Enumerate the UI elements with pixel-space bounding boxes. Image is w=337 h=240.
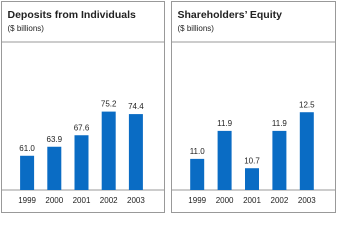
bar xyxy=(272,130,287,190)
x-tick-label: 2003 xyxy=(298,196,316,205)
x-tick-label: 2001 xyxy=(243,196,261,205)
bar xyxy=(299,112,314,190)
x-tick-label: 2000 xyxy=(216,196,234,205)
x-tick-label: 1999 xyxy=(18,196,36,205)
bar xyxy=(128,114,143,190)
bar xyxy=(217,130,232,190)
value-label: 63.9 xyxy=(47,135,63,144)
panel xyxy=(171,1,336,213)
bar xyxy=(101,111,116,190)
value-label: 75.2 xyxy=(101,100,117,109)
value-label: 61.0 xyxy=(19,144,35,153)
bar xyxy=(47,146,62,190)
value-label: 11.9 xyxy=(272,119,288,128)
bar xyxy=(245,168,259,190)
chart-title: Deposits from Individuals xyxy=(8,9,137,21)
panel xyxy=(1,1,165,213)
value-label: 67.6 xyxy=(74,123,90,132)
x-tick-label: 1999 xyxy=(188,196,206,205)
x-tick-label: 2003 xyxy=(127,196,145,205)
chart-title: Shareholders’ Equity xyxy=(178,9,283,21)
x-tick-label: 2002 xyxy=(271,196,289,205)
value-label: 11.9 xyxy=(217,119,233,128)
bar xyxy=(190,158,205,190)
chart-subtitle: ($ billions) xyxy=(178,24,215,33)
x-tick-label: 2000 xyxy=(45,196,63,205)
value-label: 11.0 xyxy=(190,147,206,156)
bar xyxy=(20,155,35,190)
value-label: 12.5 xyxy=(299,100,315,109)
x-tick-label: 2001 xyxy=(73,196,91,205)
chart-subtitle: ($ billions) xyxy=(8,24,45,33)
x-tick-label: 2002 xyxy=(100,196,118,205)
value-label: 10.7 xyxy=(244,156,260,165)
value-label: 74.4 xyxy=(128,102,144,111)
bar xyxy=(74,135,89,190)
page: Deposits from Individuals ($ billions) 61.… xyxy=(1,1,336,213)
